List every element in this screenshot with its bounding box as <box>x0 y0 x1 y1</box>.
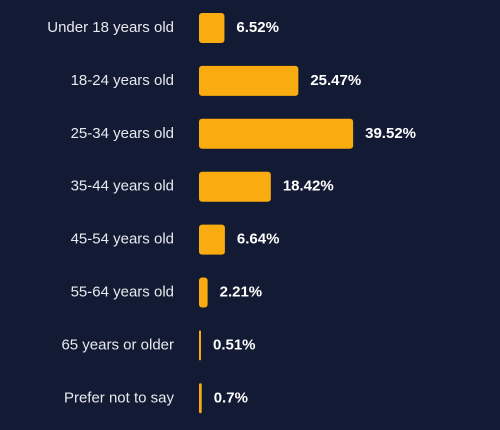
category-label: Prefer not to say <box>64 389 175 406</box>
value-label: 6.64% <box>237 231 280 248</box>
category-label: 65 years or older <box>61 336 174 353</box>
value-label: 0.51% <box>213 336 256 353</box>
value-label: 39.52% <box>365 125 416 142</box>
value-label: 2.21% <box>220 283 263 300</box>
bar <box>199 330 201 361</box>
value-label: 25.47% <box>310 72 361 89</box>
bar <box>199 13 225 43</box>
bar <box>199 224 225 255</box>
bar <box>199 65 299 96</box>
value-label: 6.52% <box>236 19 279 36</box>
bar <box>199 118 354 149</box>
value-label: 0.7% <box>214 389 248 406</box>
category-label: 18-24 years old <box>71 72 174 89</box>
category-label: Under 18 years old <box>47 19 174 36</box>
value-label: 18.42% <box>283 178 334 195</box>
bar <box>199 383 202 414</box>
category-label: 25-34 years old <box>71 125 174 142</box>
category-label: 45-54 years old <box>71 231 174 248</box>
bar <box>199 171 271 202</box>
bar <box>199 277 208 308</box>
category-label: 35-44 years old <box>71 178 174 195</box>
category-label: 55-64 years old <box>71 283 174 300</box>
